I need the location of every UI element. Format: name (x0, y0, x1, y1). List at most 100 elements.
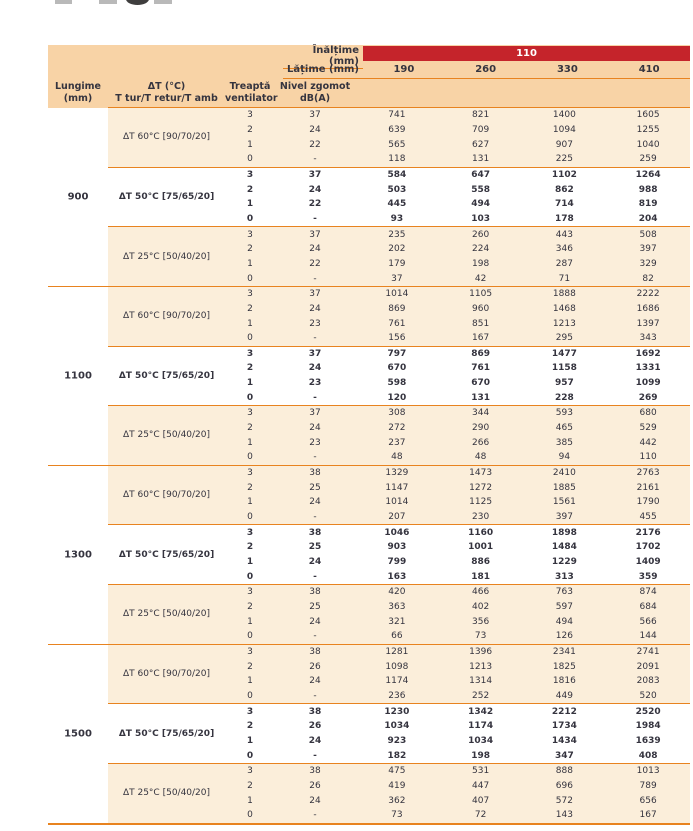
table-header: Înălțime (mm) 110 Lățime (mm) 190 260 33… (48, 45, 690, 108)
value-cell: 449 (555, 690, 573, 701)
lungime-column: 1300 (48, 465, 108, 644)
noise-cell: 25 (308, 542, 322, 553)
value-cell: 761 (388, 318, 406, 329)
letter-fragment (154, 0, 172, 4)
value-cell: 1213 (552, 318, 576, 329)
bands: ΔT 60°C [90/70/20] 3 37 741 821 1400 1605 2 24 63… (108, 108, 690, 286)
table-row: 3 37 1014 1105 1888 2222 (225, 287, 690, 302)
value-cell: 714 (554, 199, 574, 210)
table-row: 3 38 1046 1160 1898 2176 (225, 525, 690, 540)
noise-cell: - (313, 273, 317, 284)
value-cell: 1331 (635, 363, 661, 374)
fan-speed-cell: 0 (246, 750, 254, 761)
dt-label: ΔT 60°C [90/70/20] (122, 490, 211, 501)
value-cell: 445 (387, 199, 407, 210)
table-row: 1 24 923 1034 1434 1639 (225, 734, 690, 749)
value-cell: 118 (388, 154, 406, 165)
value-cell: 343 (639, 333, 657, 344)
table-row: 0 - 73 72 143 167 (225, 808, 690, 823)
table-row: 1 23 237 266 385 442 (225, 435, 690, 450)
table-row: 2 24 869 960 1468 1686 (225, 302, 690, 317)
table-row: 2 26 419 447 696 789 (225, 779, 690, 794)
dt-label: ΔT 50°C [75/65/20] (118, 370, 215, 381)
table-row: 2 24 670 761 1158 1331 (225, 361, 690, 376)
table-row: 2 24 639 709 1094 1255 (225, 123, 690, 138)
value-cell: 923 (387, 735, 407, 746)
dt-header-line1: ΔT (°C) (147, 81, 186, 93)
dt-label: ΔT 50°C [75/65/20] (118, 728, 215, 739)
value-cell: 2341 (552, 646, 576, 657)
table-row: 2 24 202 224 346 397 (225, 242, 690, 257)
value-cell: 869 (388, 303, 406, 314)
noise-cell: 24 (309, 244, 321, 255)
spec-table: Înălțime (mm) 110 Lățime (mm) 190 260 33… (48, 45, 690, 825)
fan-speed-cell: 1 (247, 258, 253, 269)
value-cell: 1396 (469, 646, 493, 657)
value-cell: 957 (554, 378, 574, 389)
value-cell: 907 (555, 139, 573, 150)
noise-cell: 22 (309, 139, 321, 150)
noise-cell: - (313, 690, 317, 701)
value-cell: 252 (472, 690, 490, 701)
noise-cell: - (313, 631, 317, 642)
noise-cell: 24 (308, 184, 322, 195)
value-cell: 66 (391, 631, 403, 642)
zgomot-header-line1: Nivel zgomot (279, 81, 351, 93)
table-row: 2 26 1098 1213 1825 2091 (225, 659, 690, 674)
noise-cell: 37 (309, 229, 321, 240)
table-row: 0 - 207 230 397 455 (225, 510, 690, 525)
fan-speed-cell: 3 (247, 646, 253, 657)
fan-speed-cell: 3 (247, 289, 253, 300)
rows: 3 37 584 647 1102 1264 2 24 503 558 862 988 1 22 445 49… (225, 168, 690, 227)
value-cell: 313 (554, 571, 574, 582)
value-cell: 1281 (385, 646, 409, 657)
rows: 3 37 797 869 1477 1692 2 24 670 761 1158 1331 1 23 598… (225, 347, 690, 406)
value-cell: 397 (555, 512, 573, 523)
noise-cell: 26 (309, 661, 321, 672)
value-cell: 1174 (385, 676, 409, 687)
value-cell: 1229 (551, 557, 577, 568)
fan-speed-cell: 1 (246, 557, 254, 568)
value-cell: 346 (555, 244, 573, 255)
table-row: 3 38 475 531 888 1013 (225, 764, 690, 779)
rows: 3 38 1046 1160 1898 2176 2 25 903 1001 1484 1702 1 24… (225, 525, 690, 584)
treapta-header: Treaptă ventilator (225, 81, 278, 105)
value-cell: 225 (555, 154, 573, 165)
value-cell: 120 (387, 392, 407, 403)
value-cell: 741 (388, 110, 406, 121)
width-col-header: 410 (608, 62, 690, 79)
value-cell: 1099 (635, 378, 661, 389)
noise-cell: 26 (308, 721, 322, 732)
treapta-header-line2: ventilator (225, 93, 278, 104)
fan-speed-cell: 1 (246, 378, 254, 389)
value-cell: 508 (639, 229, 657, 240)
latime-label: Lățime (mm) (283, 62, 363, 79)
rows: 3 38 1329 1473 2410 2763 2 25 1147 1272 1885 2161 1 2… (225, 466, 690, 525)
lungime-value: 1500 (64, 728, 92, 740)
value-cell: 1105 (469, 289, 493, 300)
fan-speed-cell: 3 (247, 468, 253, 479)
fan-speed-cell: 2 (247, 124, 253, 135)
value-cell: 1160 (468, 527, 494, 538)
dt-label: ΔT 50°C [75/65/20] (118, 191, 215, 202)
value-cell: 1014 (385, 497, 409, 508)
fan-speed-cell: 0 (247, 631, 253, 642)
value-cell: 819 (638, 199, 658, 210)
value-cell: 198 (471, 750, 491, 761)
table-row: 0 - 37 42 71 82 (225, 271, 690, 286)
value-cell: 1898 (551, 527, 577, 538)
value-cell: 1984 (635, 721, 661, 732)
noise-cell: 38 (309, 766, 321, 777)
fan-speed-cell: 0 (246, 213, 254, 224)
value-cell: 874 (639, 587, 657, 598)
value-cell: 103 (471, 213, 491, 224)
noise-cell: 24 (308, 735, 322, 746)
value-cell: 1400 (552, 110, 576, 121)
noise-cell: 24 (308, 557, 322, 568)
value-cell: 260 (472, 229, 490, 240)
value-cell: 93 (390, 213, 404, 224)
height-header-row: Înălțime (mm) 110 (48, 45, 690, 69)
dt-label: ΔT 60°C [90/70/20] (122, 132, 211, 143)
rows: 3 38 1281 1396 2341 2741 2 26 1098 1213 1825 2091 1 2… (225, 645, 690, 704)
table-row: 3 38 1230 1342 2212 2520 (225, 704, 690, 719)
